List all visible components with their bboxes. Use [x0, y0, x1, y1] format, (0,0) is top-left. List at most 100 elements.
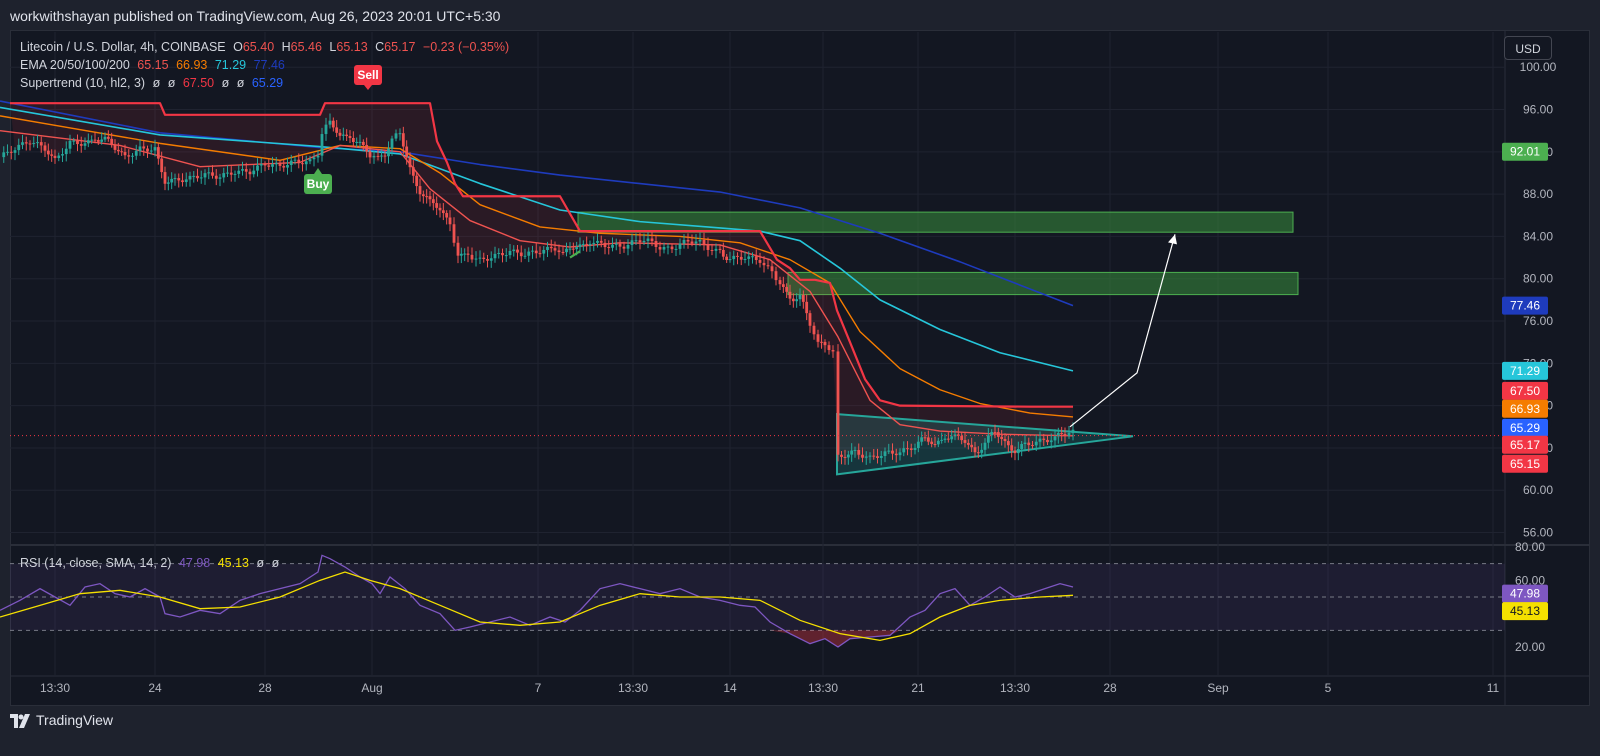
ema100-line [0, 106, 1074, 372]
candle-body [798, 294, 802, 300]
candle-body [278, 162, 282, 166]
candle-body [408, 157, 412, 168]
candle-body [345, 134, 349, 137]
ema20-value: 65.15 [137, 58, 169, 72]
supply-zone [787, 271, 1299, 296]
candle-body [827, 345, 831, 351]
candle-body [316, 155, 320, 158]
candle-body [714, 248, 718, 251]
time-tick-label: 11 [1487, 681, 1500, 695]
candle-body [1027, 442, 1031, 446]
candle-body [218, 177, 222, 179]
candle-body [328, 120, 332, 125]
candle-body [90, 139, 94, 141]
candle-body [933, 444, 937, 446]
candle-body [470, 254, 474, 260]
sell-marker [354, 65, 382, 85]
candle-body [181, 180, 184, 183]
candle-body [976, 452, 980, 454]
candle-body [678, 243, 682, 249]
candle-body [898, 452, 902, 456]
candle-body [642, 240, 646, 243]
candle-body [710, 249, 714, 251]
currency-button[interactable]: USD [1504, 36, 1552, 60]
price-tick-label: 84.00 [1523, 229, 1553, 243]
candle-body [24, 142, 28, 144]
candle-body [585, 243, 589, 246]
candle-body [549, 246, 553, 249]
candle-body [721, 249, 725, 257]
candle-body [926, 437, 930, 442]
candle-body [17, 144, 21, 151]
candle-body [489, 258, 493, 261]
candle-body [421, 194, 425, 197]
price-axis-badge [1502, 296, 1548, 315]
candle-body [103, 136, 107, 140]
candle-body [163, 172, 167, 184]
rsi-sma-value: 45.13 [217, 556, 249, 570]
candle-body [916, 441, 920, 449]
candle-body [940, 439, 944, 441]
candle-body [428, 196, 432, 200]
candle-body [76, 140, 79, 145]
candle-body [2, 152, 6, 158]
candle-body [690, 241, 694, 244]
candle-body [72, 140, 76, 142]
candles [2, 113, 1075, 466]
candle-body [894, 453, 898, 456]
candle-body [380, 155, 383, 157]
candle-body [394, 133, 398, 139]
candle-body [372, 155, 376, 158]
rsi-label[interactable]: RSI (14, close, SMA, 14, 2) [20, 556, 172, 570]
candle-body [199, 177, 203, 179]
supertrend-label[interactable]: Supertrend (10, hl2, 3) [20, 76, 146, 90]
candle-body [831, 350, 835, 352]
candle-body [96, 139, 100, 142]
time-tick-label: Aug [361, 681, 382, 695]
candle-body [229, 172, 233, 175]
ema-legend: EMA 20/50/100/200 65.15 66.93 71.29 77.4… [20, 58, 289, 72]
candle-body [1056, 433, 1060, 437]
candle-body [39, 142, 43, 146]
tradingview-logo[interactable]: TradingView [10, 712, 113, 729]
candle-body [301, 163, 304, 165]
candle-body [459, 253, 463, 256]
candle-body [646, 238, 650, 241]
candle-body [850, 450, 854, 455]
rsi-axis-badge [1502, 584, 1548, 603]
candle-body [630, 240, 634, 245]
candle-body [626, 244, 630, 249]
candle-body [304, 161, 308, 165]
candle-body [274, 162, 278, 165]
candle-body [1071, 429, 1075, 434]
candle-body [21, 142, 24, 145]
candle-body [702, 240, 706, 245]
candle-body [271, 164, 274, 167]
price-axis-badge [1502, 418, 1548, 437]
candle-body [192, 175, 196, 177]
symbol-title[interactable]: Litecoin / U.S. Dollar, 4h, COINBASE [20, 40, 226, 54]
candle-body [57, 155, 61, 159]
tradingview-icon [10, 714, 30, 729]
candle-body [565, 248, 568, 253]
price-axis-badge-text: 71.29 [1510, 364, 1540, 378]
candle-body [983, 442, 987, 450]
candle-body [906, 448, 909, 450]
candle-body [493, 253, 497, 259]
candle-body [808, 313, 812, 326]
ema-label[interactable]: EMA 20/50/100/200 [20, 58, 130, 72]
candle-body [1063, 433, 1067, 436]
candle-body [297, 159, 301, 164]
candle-body [100, 139, 104, 142]
low-value: 65.13 [336, 40, 368, 54]
candle-body [324, 124, 328, 135]
candle-body [634, 240, 638, 242]
candle-body [843, 456, 847, 458]
candle-body [966, 442, 970, 445]
supertrend-up-line [569, 250, 581, 259]
candle-body [267, 165, 271, 167]
candle-body [788, 291, 792, 299]
candle-body [614, 243, 618, 245]
candle-body [816, 334, 820, 342]
